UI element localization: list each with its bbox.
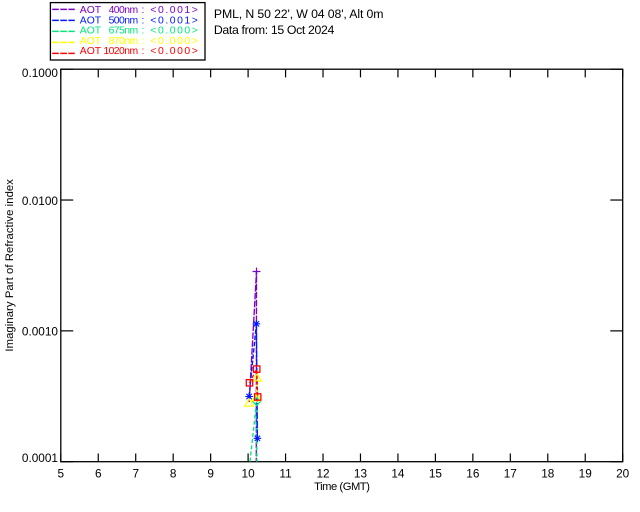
svg-text:0.1000: 0.1000: [22, 66, 59, 80]
svg-text:12: 12: [316, 466, 329, 480]
svg-text:0.0100: 0.0100: [22, 194, 59, 208]
svg-text:: <0.000>: : <0.000>: [142, 46, 200, 57]
svg-text:7: 7: [132, 466, 139, 480]
svg-text:11: 11: [279, 466, 291, 480]
svg-text:6: 6: [95, 466, 102, 480]
svg-text:AOT: AOT: [80, 5, 102, 16]
svg-text:13: 13: [354, 466, 368, 480]
svg-text:Time (GMT): Time (GMT): [314, 481, 370, 493]
svg-text:: <0.001>: : <0.001>: [142, 15, 200, 26]
svg-text:9: 9: [207, 466, 214, 480]
svg-text:0.0001: 0.0001: [22, 451, 58, 465]
svg-text:1020nm: 1020nm: [103, 46, 137, 57]
svg-text:18: 18: [541, 466, 555, 480]
svg-text:: <0.000>: : <0.000>: [142, 26, 200, 37]
svg-text:400nm: 400nm: [109, 5, 138, 16]
svg-text:16: 16: [466, 466, 480, 480]
svg-text:Data from: 15 Oct 2024: Data from: 15 Oct 2024: [214, 23, 335, 37]
svg-text:: <0.001>: : <0.001>: [142, 5, 200, 16]
svg-text:8: 8: [170, 466, 177, 480]
svg-text:15: 15: [429, 466, 443, 480]
svg-text:AOT: AOT: [80, 26, 102, 37]
svg-text:0.0010: 0.0010: [22, 325, 59, 339]
svg-text:20: 20: [616, 466, 630, 480]
svg-text:AOT: AOT: [80, 36, 102, 47]
svg-text:10: 10: [242, 466, 256, 480]
svg-text:AOT: AOT: [80, 46, 102, 57]
svg-text:Imaginary Part of Refractive i: Imaginary Part of Refractive index: [4, 179, 16, 352]
svg-text:PML, N 50 22', W 04 08', Alt 0: PML, N 50 22', W 04 08', Alt 0m: [214, 7, 383, 21]
svg-text:14: 14: [391, 466, 405, 480]
svg-text:17: 17: [504, 466, 517, 480]
svg-text:500nm: 500nm: [109, 15, 138, 26]
svg-text:19: 19: [579, 466, 592, 480]
svg-text:AOT: AOT: [80, 15, 102, 26]
svg-text:: <0.000>: : <0.000>: [142, 36, 200, 47]
svg-text:675nm: 675nm: [109, 26, 138, 37]
svg-text:870nm: 870nm: [109, 36, 138, 47]
svg-text:5: 5: [58, 466, 65, 480]
